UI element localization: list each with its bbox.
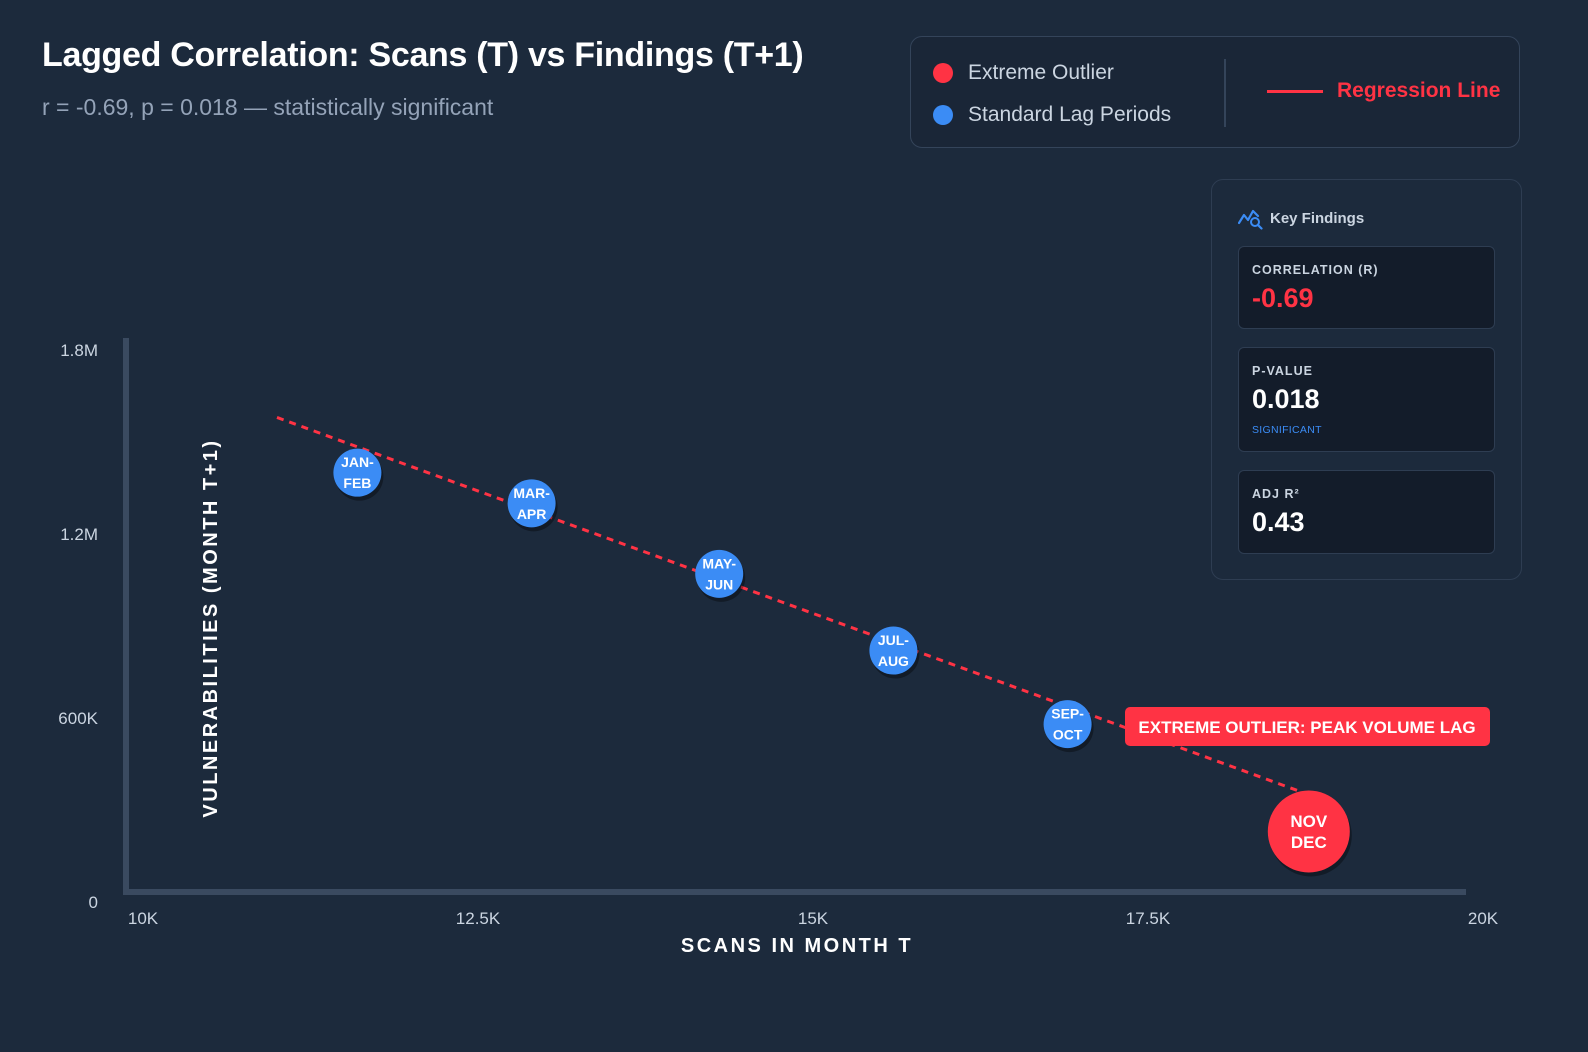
correlation-label: CORRELATION (R) (1252, 263, 1379, 277)
pvalue-note: SIGNIFICANT (1252, 424, 1322, 436)
key-findings-panel: Key Findings CORRELATION (R) -0.69 P-VAL… (1211, 179, 1522, 580)
chart-search-icon (1238, 209, 1263, 230)
x-axis-title: SCANS IN MONTH T (681, 935, 913, 957)
annotation-badge (1125, 707, 1490, 746)
key-findings-header: Key Findings (1238, 206, 1364, 230)
y-tick-label: 600K (58, 709, 98, 728)
legend-label-regression: Regression Line (1337, 79, 1501, 102)
legend-item-outlier: Extreme Outlier (933, 61, 1114, 85)
x-tick-label: 17.5K (1126, 909, 1171, 928)
legend-label-outlier: Extreme Outlier (968, 61, 1114, 84)
pvalue-label: P-VALUE (1252, 364, 1313, 378)
chart-subtitle: r = -0.69, p = 0.018 — statistically sig… (42, 94, 494, 120)
data-point-label: JUN (705, 576, 733, 592)
r2-value: 0.43 (1252, 507, 1305, 537)
data-point (333, 448, 382, 497)
data-point-label: FEB (343, 475, 371, 491)
annotation-text: EXTREME OUTLIER: PEAK VOLUME LAG (1138, 718, 1475, 737)
y-tick-label: 1.8M (60, 341, 98, 360)
data-point-label: MAR- (513, 485, 550, 501)
data-point-label: JAN- (341, 454, 374, 470)
x-tick-label: 12.5K (456, 909, 501, 928)
data-point (869, 626, 918, 675)
data-point-label: NOV (1290, 812, 1328, 831)
data-point-label: JUL- (878, 632, 909, 648)
legend-item-standard: Standard Lag Periods (933, 103, 1171, 127)
y-axis-title: VULNERABILITIES (MONTH T+1) (200, 438, 222, 817)
r2-label: ADJ R² (1252, 487, 1300, 501)
data-point-label: MAY- (702, 555, 736, 571)
data-point (507, 479, 556, 528)
y-tick-label: 1.2M (60, 525, 98, 544)
pvalue-value: 0.018 (1252, 384, 1320, 414)
chart-title: Lagged Correlation: Scans (T) vs Finding… (42, 36, 804, 74)
correlation-card: CORRELATION (R) -0.69 (1238, 246, 1495, 329)
data-point-label: APR (517, 506, 547, 522)
data-point-label: SEP- (1051, 706, 1084, 722)
legend: Extreme Outlier Standard Lag Periods Reg… (910, 36, 1520, 148)
legend-item-regression: Regression Line (1267, 79, 1500, 103)
x-tick-label: 20K (1468, 909, 1499, 928)
data-point (1043, 700, 1092, 749)
red-dot-icon (933, 63, 953, 83)
x-tick-label: 10K (128, 909, 159, 928)
legend-divider (1224, 59, 1226, 127)
key-findings-title: Key Findings (1270, 209, 1365, 227)
data-point (695, 549, 744, 598)
pvalue-card: P-VALUE 0.018 SIGNIFICANT (1238, 347, 1495, 452)
data-point-label: OCT (1053, 727, 1083, 743)
legend-label-standard: Standard Lag Periods (968, 103, 1172, 126)
y-tick-label: 0 (89, 893, 98, 912)
x-tick-label: 15K (798, 909, 829, 928)
data-point (1267, 790, 1350, 873)
chart-plot-area: 10K 12.5K 15K 17.5K 20K 0 600K 1.2M 1.8M JAN- FEB M… (58, 338, 1499, 928)
line-icon (1267, 89, 1323, 93)
blue-dot-icon (933, 105, 953, 125)
r2-card: ADJ R² 0.43 (1238, 470, 1495, 554)
data-point-label: AUG (878, 653, 909, 669)
data-point-label: DEC (1291, 833, 1327, 852)
correlation-value: -0.69 (1252, 283, 1314, 313)
